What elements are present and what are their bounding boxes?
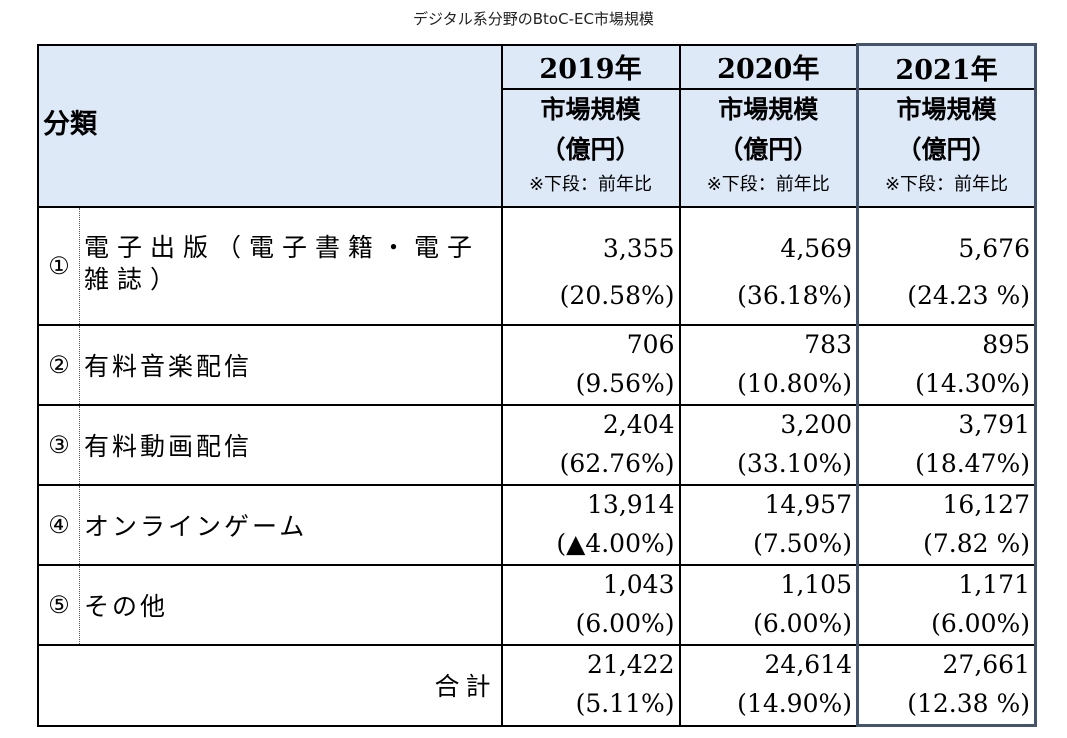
- row-number: ②: [37, 324, 80, 406]
- row-number: ③: [37, 404, 80, 486]
- unit-header-2021: 市場規模 （億円） ※下段：前年比: [856, 88, 1037, 208]
- total-cell-2021: 27,661 (12.38 %): [856, 644, 1037, 727]
- value-cell-2021: 16,127 (7.82 %): [856, 484, 1037, 566]
- total-cell-2019: 21,422 (5.11%): [500, 644, 681, 727]
- table-row: ⑤ その他 1,043 (6.00%) 1,105 (6.00%) 1,171 (6.…: [37, 564, 1037, 646]
- value-cell-2019: 1,043 (6.00%): [500, 564, 681, 646]
- unit-header-2020: 市場規模 （億円） ※下段：前年比: [678, 88, 859, 208]
- value-cell-2020: 3,200 (33.10%): [678, 404, 859, 486]
- year-header-2019: 2019年: [500, 43, 681, 90]
- total-row: 合計 21,422 (5.11%) 24,614 (14.90%) 27,661 (1…: [37, 644, 1037, 727]
- row-number: ①: [37, 206, 80, 326]
- year-header-2020: 2020年: [678, 43, 859, 90]
- value-cell-2020: 1,105 (6.00%): [678, 564, 859, 646]
- category-name: オンラインゲーム: [79, 484, 503, 566]
- value-cell-2021: 1,171 (6.00%): [856, 564, 1037, 646]
- unit-header-2019: 市場規模 （億円） ※下段：前年比: [500, 88, 681, 208]
- value-cell-2020: 14,957 (7.50%): [678, 484, 859, 566]
- category-name: その他: [79, 564, 503, 646]
- value-cell-2021: 895 (14.30%): [856, 324, 1037, 406]
- category-name: 有料音楽配信: [79, 324, 503, 406]
- table-row: ① 電子出版（電子書籍・電子雑誌） 3,355 (20.58%) 4,569 (36…: [37, 206, 1037, 326]
- value-cell-2021: 3,791 (18.47%): [856, 404, 1037, 486]
- category-name: 有料動画配信: [79, 404, 503, 486]
- value-cell-2019: 3,355 (20.58%): [500, 206, 681, 326]
- table-caption: デジタル系分野のBtoC-EC市場規模: [413, 10, 654, 28]
- value-cell-2021: 5,676 (24.23 %): [856, 206, 1037, 326]
- category-name: 電子出版（電子書籍・電子雑誌）: [79, 206, 503, 326]
- table-row: ④ オンラインゲーム 13,914 (▲4.00%) 14,957 (7.50%) …: [37, 484, 1037, 566]
- total-label: 合計: [37, 644, 503, 727]
- category-header: 分類: [37, 43, 503, 208]
- table-row: ③ 有料動画配信 2,404 (62.76%) 3,200 (33.10%) 3,7…: [37, 404, 1037, 486]
- value-cell-2019: 2,404 (62.76%): [500, 404, 681, 486]
- row-number: ⑤: [37, 564, 80, 646]
- total-cell-2020: 24,614 (14.90%): [678, 644, 859, 727]
- value-cell-2020: 783 (10.80%): [678, 324, 859, 406]
- year-header-2021: 2021年: [856, 43, 1037, 90]
- value-cell-2019: 706 (9.56%): [500, 324, 681, 406]
- row-number: ④: [37, 484, 80, 566]
- market-size-table: 分類 2019年 2020年 2021年 市場規模 （億円） ※下段：前年比 市場…: [37, 43, 1037, 727]
- value-cell-2020: 4,569 (36.18%): [678, 206, 859, 326]
- value-cell-2019: 13,914 (▲4.00%): [500, 484, 681, 566]
- table-row: ② 有料音楽配信 706 (9.56%) 783 (10.80%) 895 (14.3…: [37, 324, 1037, 406]
